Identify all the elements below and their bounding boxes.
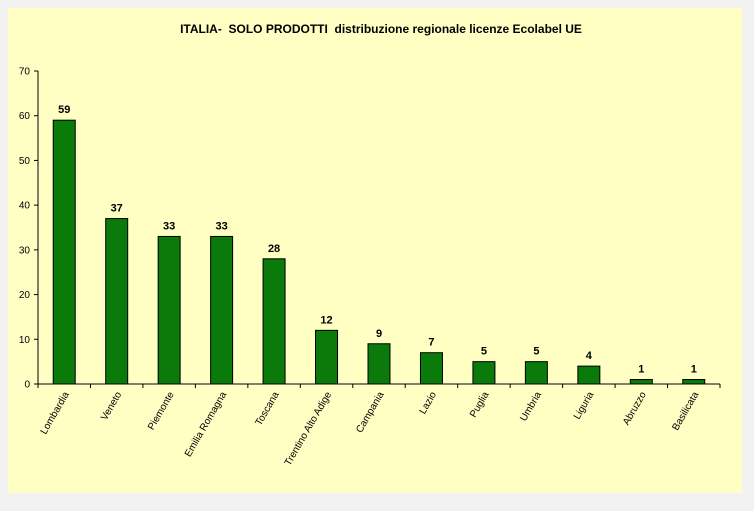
data-label: 4 — [586, 350, 593, 362]
data-label: 33 — [163, 220, 175, 232]
y-tick-label: 0 — [24, 380, 30, 391]
chart-title: ITALIA- SOLO PRODOTTI distribuzione regi… — [180, 22, 582, 36]
x-tick-label: Trentino Alto Adige — [283, 390, 335, 468]
bar — [682, 379, 706, 385]
x-tick-label: Emilia Romagna — [183, 390, 229, 459]
y-tick-label: 30 — [19, 245, 31, 256]
bar — [577, 365, 601, 385]
bar — [210, 235, 234, 385]
bar — [629, 379, 653, 385]
x-tick-label: Umbria — [518, 390, 544, 424]
bar — [52, 119, 76, 385]
data-label: 7 — [428, 337, 434, 349]
data-label: 5 — [533, 346, 539, 358]
y-axis: 0 10 20 30 40 50 60 70 — [19, 67, 39, 391]
bar — [419, 352, 443, 385]
x-tick-label: Basilicata — [670, 390, 701, 433]
bar — [472, 361, 496, 385]
x-tick-label: Lazio — [418, 390, 440, 417]
data-label: 12 — [320, 314, 332, 326]
data-label: 1 — [638, 364, 644, 376]
y-tick-label: 70 — [19, 67, 31, 78]
chart-frame: ITALIA- SOLO PRODOTTI distribuzione regi… — [8, 8, 742, 493]
data-label: 37 — [111, 203, 123, 215]
x-tick-label: Piemonte — [146, 390, 177, 432]
data-label: 1 — [691, 364, 697, 376]
y-tick-label: 60 — [19, 111, 31, 122]
x-axis: Lombardia Veneto Piemonte Emilia Romagna Tos… — [37, 383, 721, 468]
x-tick-label: Toscana — [254, 390, 282, 428]
data-label: 5 — [481, 346, 487, 358]
bar — [157, 235, 181, 385]
x-tick-label: Lombardia — [39, 390, 72, 437]
bar-chart: ITALIA- SOLO PRODOTTI distribuzione regi… — [19, 22, 721, 468]
bar — [367, 343, 391, 385]
data-label: 59 — [58, 104, 70, 116]
x-tick-label: Puglia — [468, 390, 492, 420]
x-tick-label: Liguria — [572, 390, 597, 422]
x-tick-label: Veneto — [99, 390, 124, 423]
y-tick-label: 10 — [19, 335, 31, 346]
x-tick-label: Abruzzo — [621, 390, 649, 428]
data-label: 9 — [376, 328, 382, 340]
bars: 59 37 33 33 28 12 9 7 5 5 4 1 1 — [52, 104, 706, 385]
bar — [262, 258, 286, 385]
bar — [315, 329, 339, 385]
y-tick-label: 40 — [19, 201, 31, 212]
bar — [524, 361, 548, 385]
bar — [105, 218, 129, 385]
y-tick-label: 20 — [19, 290, 31, 301]
x-tick-label: Campania — [354, 390, 387, 435]
y-tick-label: 50 — [19, 156, 31, 167]
data-label: 28 — [268, 243, 280, 255]
data-label: 33 — [215, 220, 227, 232]
